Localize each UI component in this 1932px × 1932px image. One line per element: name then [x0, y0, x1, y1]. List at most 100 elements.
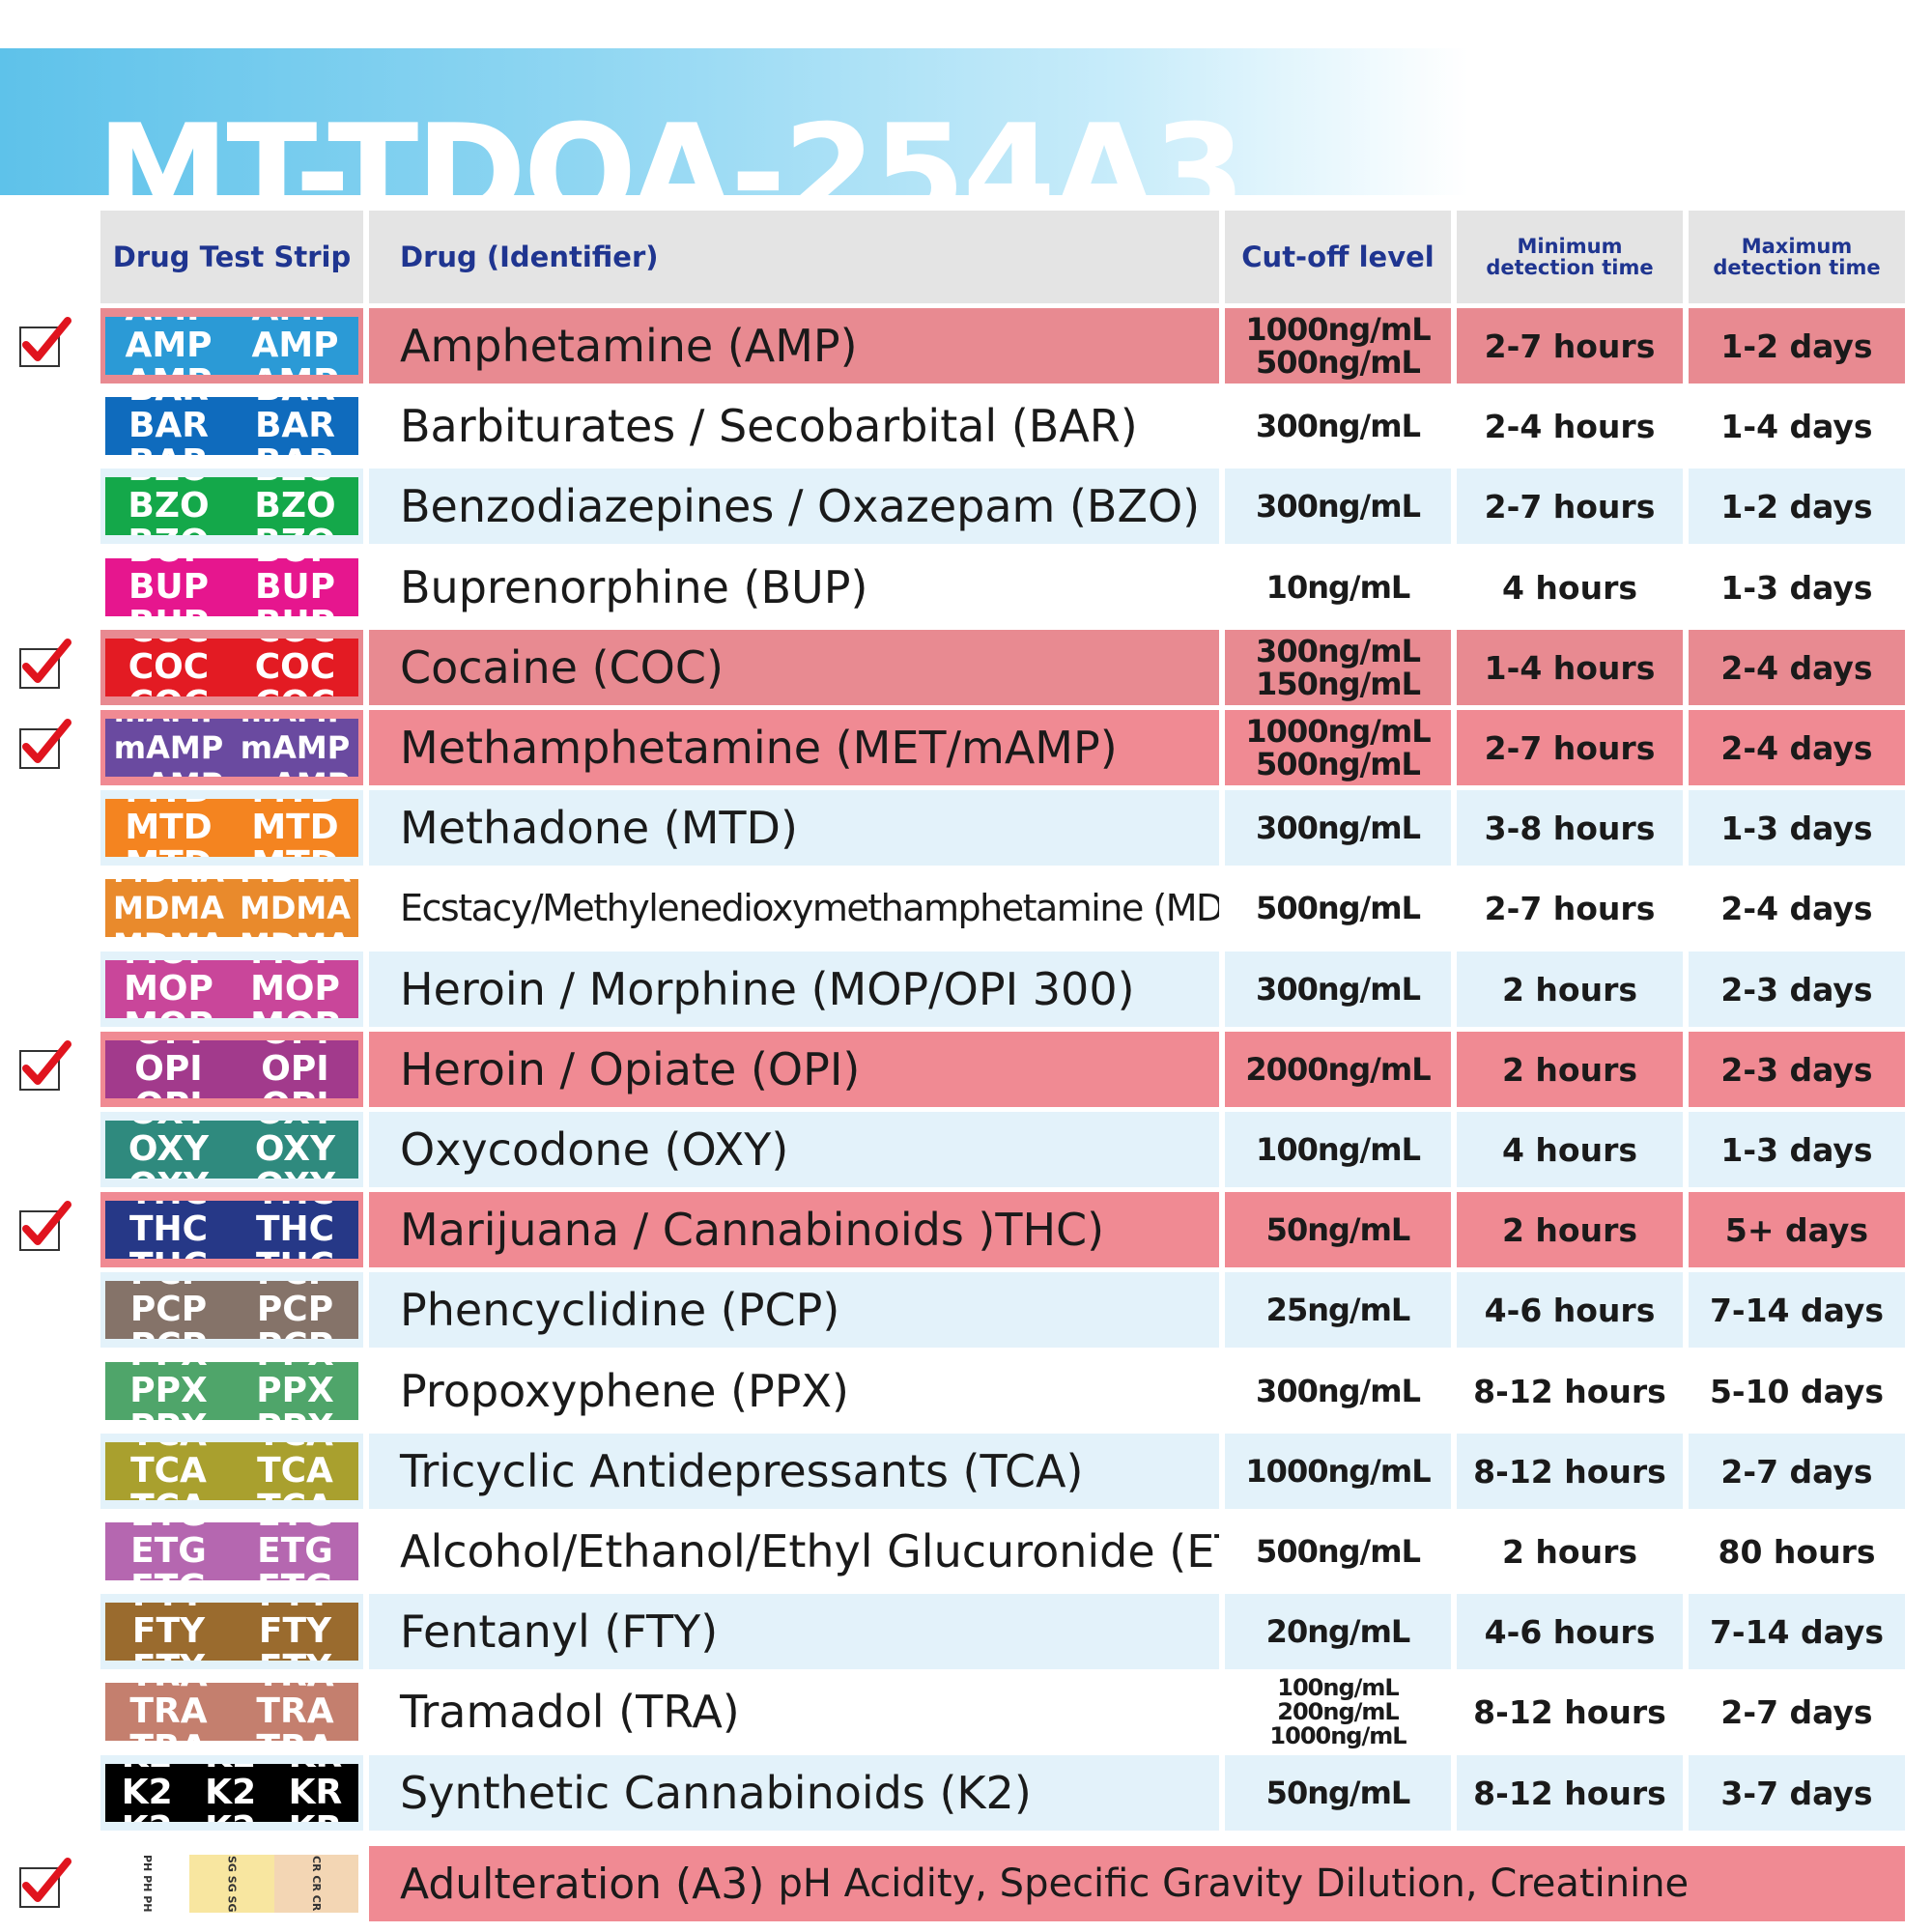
- cutoff-value: 50ng/mL: [1265, 1211, 1411, 1248]
- strip-code: TRA: [129, 1683, 207, 1692]
- strip-code: MTD: [251, 847, 338, 858]
- strip-cell: K2K2KRK2K2KRK2K2KR: [100, 1755, 363, 1831]
- strip-code: BUP: [128, 567, 210, 607]
- cutoff-level: 1000ng/mL 500ng/mL: [1225, 710, 1451, 785]
- min-detection-time: 2-7 hours: [1457, 308, 1683, 384]
- cutoff-value: 200ng/mL: [1277, 1697, 1399, 1725]
- strip-code: OPI: [134, 1049, 203, 1089]
- strip-code: ETG: [257, 1571, 333, 1581]
- min-detection-time: 2-7 hours: [1457, 469, 1683, 544]
- strip-code: OPI: [134, 1040, 202, 1050]
- table-row: OPIOPIOPIOPIOPIOPIHeroin / Opiate (OPI)2…: [0, 1032, 1932, 1107]
- strip-code: MDMA: [113, 927, 224, 937]
- strip-code: MTD: [125, 847, 212, 858]
- strip-code: mAMP: [240, 729, 351, 766]
- cutoff-value: 20ng/mL: [1265, 1613, 1411, 1650]
- strip-code: PCP: [130, 1281, 207, 1291]
- table-row: COCCOCCOCCOCCOCCOCCocaine (COC)300ng/mL1…: [0, 630, 1932, 705]
- max-detection-time: 2-7 days: [1689, 1674, 1905, 1749]
- strip-code: BAR: [254, 406, 336, 445]
- strip-cell: COCCOCCOCCOCCOCCOC: [100, 630, 363, 705]
- strip-code: ETG: [130, 1531, 207, 1571]
- cutoff-level: 300ng/mL 150ng/mL: [1225, 630, 1451, 705]
- strip-code: ETG: [130, 1571, 207, 1581]
- cutoff-value: 300ng/mL: [1256, 408, 1421, 444]
- cutoff-value: 1000ng/mL: [1245, 713, 1431, 750]
- strip-swatch: mAMPmAMPmAMPmAMPmAMPmAMP: [105, 719, 358, 777]
- table-row: MOPMOPMOPMOPMOPMOPHeroin / Morphine (MOP…: [0, 952, 1932, 1027]
- strip-code: OXY: [128, 1129, 210, 1169]
- strip-cell: mAMPmAMPmAMPmAMPmAMPmAMP: [100, 710, 363, 785]
- strip-code: K2: [122, 1812, 173, 1823]
- drug-name: Tramadol (TRA): [369, 1674, 1219, 1749]
- strip-code: PPX: [256, 1362, 334, 1372]
- table-row: K2K2KRK2K2KRK2K2KRSynthetic Cannabinoids…: [0, 1755, 1932, 1831]
- drug-name: Phencyclidine (PCP): [369, 1272, 1219, 1348]
- cutoff-level: 50ng/mL: [1225, 1755, 1451, 1831]
- strip-code: mAMP: [241, 767, 350, 777]
- strip-cell: ETGETGETGETGETGETG: [100, 1514, 363, 1589]
- strip-segment-sg: SG SG SG: [189, 1855, 274, 1913]
- min-detection-time: 2-7 hours: [1457, 710, 1683, 785]
- strip-code: MTD: [251, 799, 338, 809]
- max-detection-time: 2-3 days: [1689, 952, 1905, 1027]
- strip-swatch: MTDMTDMTDMTDMTDMTD: [105, 799, 358, 857]
- checkmark-icon: [19, 719, 71, 769]
- strip-cell: TRATRATRATRATRATRA: [100, 1674, 363, 1749]
- max-detection-time: 7-14 days: [1689, 1272, 1905, 1348]
- strip-code: AMP: [125, 326, 213, 365]
- strip-code: TRA: [129, 1691, 208, 1731]
- strip-code: COC: [254, 647, 336, 687]
- strip-code: AMP: [251, 317, 338, 327]
- drug-name: Propoxyphene (PPX): [369, 1353, 1219, 1429]
- header-maximum-detection: Maximum detection time: [1689, 211, 1905, 303]
- cutoff-value: 300ng/mL: [1256, 971, 1421, 1008]
- strip-code: PPX: [129, 1362, 208, 1372]
- max-detection-time: 5+ days: [1689, 1192, 1905, 1267]
- strip-code: MOP: [124, 1009, 213, 1019]
- strip-swatch: COCCOCCOCCOCCOCCOC: [105, 639, 358, 696]
- table-row: ETGETGETGETGETGETGAlcohol/Ethanol/Ethyl …: [0, 1514, 1932, 1589]
- cutoff-value: 300ng/mL: [1256, 633, 1421, 669]
- strip-cell: MOPMOPMOPMOPMOPMOP: [100, 952, 363, 1027]
- header-drug-identifier: Drug (Identifier): [369, 211, 1219, 303]
- strip-code: MDMA: [239, 890, 351, 926]
- strip-code: TRA: [256, 1731, 333, 1742]
- strip-code: MDMA: [240, 879, 351, 889]
- strip-code: THC: [129, 1249, 208, 1260]
- min-detection-time: 1-4 hours: [1457, 630, 1683, 705]
- table-row: PPXPPXPPXPPXPPXPPXPropoxyphene (PPX)300n…: [0, 1353, 1932, 1429]
- drug-name: Amphetamine (AMP): [369, 308, 1219, 384]
- drug-name: Methadone (MTD): [369, 790, 1219, 866]
- strip-cell: PPXPPXPPXPPXPPXPPX: [100, 1353, 363, 1429]
- strip-code-alt: KR: [289, 1764, 343, 1774]
- cutoff-level: 300ng/mL: [1225, 790, 1451, 866]
- strip-code: BAR: [128, 406, 210, 445]
- cutoff-level: 300ng/mL: [1225, 1353, 1451, 1429]
- cutoff-level: 2000ng/mL: [1225, 1032, 1451, 1107]
- drug-name: Heroin / Morphine (MOP/OPI 300): [369, 952, 1219, 1027]
- strip-code: AMP: [251, 326, 339, 365]
- adulteration-detail: pH Acidity, Specific Gravity Dilution, C…: [778, 1861, 1690, 1906]
- strip-swatch: PPXPPXPPXPPXPPXPPX: [105, 1362, 358, 1420]
- max-detection-time: 2-3 days: [1689, 1032, 1905, 1107]
- drug-name: Heroin / Opiate (OPI): [369, 1032, 1219, 1107]
- strip-code: COC: [128, 639, 209, 648]
- strip-code: THC: [256, 1249, 334, 1260]
- max-detection-time: 1-3 days: [1689, 1112, 1905, 1187]
- cutoff-level: 20ng/mL: [1225, 1594, 1451, 1669]
- table-row: AMPAMPAMPAMPAMPAMPAmphetamine (AMP)1000n…: [0, 308, 1932, 384]
- cutoff-value: 500ng/mL: [1256, 746, 1421, 782]
- checkmark-icon: [19, 1858, 71, 1908]
- checkmark-icon: [19, 317, 71, 367]
- table-row: THCTHCTHCTHCTHCTHCMarijuana / Cannabinoi…: [0, 1192, 1932, 1267]
- strip-code: K2: [205, 1764, 256, 1774]
- strip-code: AMP: [125, 365, 212, 376]
- strip-code: K2: [121, 1773, 173, 1812]
- strip-code: COC: [128, 687, 209, 697]
- drug-name: Alcohol/Ethanol/Ethyl Glucuronide (ETG): [369, 1514, 1219, 1589]
- strip-code: COC: [255, 639, 335, 648]
- strip-cell: AMPAMPAMPAMPAMPAMP: [100, 308, 363, 384]
- min-detection-time: 2 hours: [1457, 1192, 1683, 1267]
- strip-code: MOP: [124, 969, 213, 1009]
